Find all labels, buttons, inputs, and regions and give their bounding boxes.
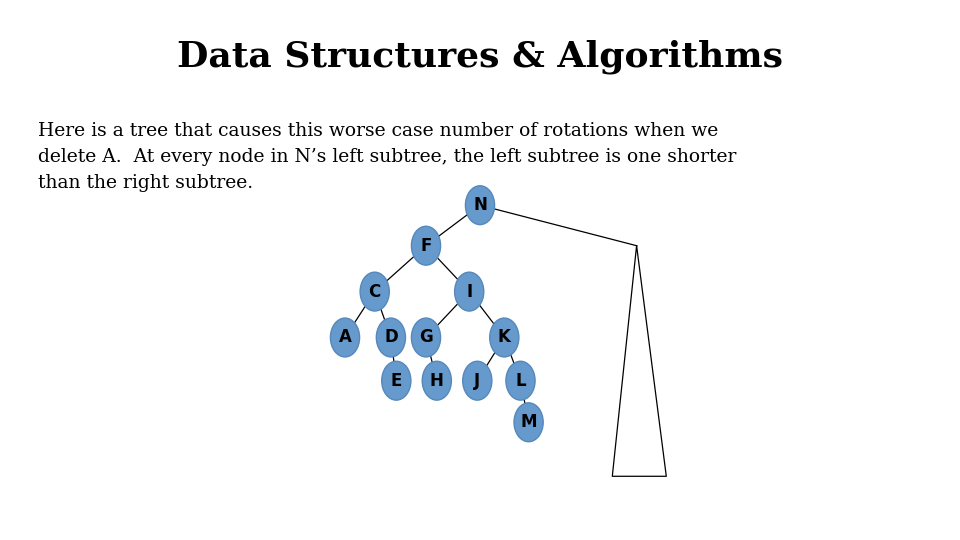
Ellipse shape xyxy=(382,361,411,400)
Text: N: N xyxy=(473,196,487,214)
Text: M: M xyxy=(520,413,537,431)
Ellipse shape xyxy=(376,318,405,357)
Ellipse shape xyxy=(412,226,441,265)
Ellipse shape xyxy=(514,403,543,442)
Ellipse shape xyxy=(490,318,518,357)
Ellipse shape xyxy=(455,272,484,311)
Ellipse shape xyxy=(412,318,441,357)
Text: F: F xyxy=(420,237,432,255)
Text: K: K xyxy=(498,328,511,347)
Ellipse shape xyxy=(506,361,535,400)
Ellipse shape xyxy=(422,361,451,400)
Text: C: C xyxy=(369,282,381,301)
Text: J: J xyxy=(474,372,480,390)
Text: Data Structures & Algorithms: Data Structures & Algorithms xyxy=(177,39,783,74)
Ellipse shape xyxy=(463,361,492,400)
Text: E: E xyxy=(391,372,402,390)
Ellipse shape xyxy=(466,186,494,225)
Ellipse shape xyxy=(360,272,390,311)
Text: A: A xyxy=(339,328,351,347)
Text: I: I xyxy=(467,282,472,301)
Text: L: L xyxy=(516,372,526,390)
Text: G: G xyxy=(420,328,433,347)
Text: Here is a tree that causes this worse case number of rotations when we
delete A.: Here is a tree that causes this worse ca… xyxy=(38,122,736,192)
Text: H: H xyxy=(430,372,444,390)
Ellipse shape xyxy=(330,318,360,357)
Text: D: D xyxy=(384,328,397,347)
